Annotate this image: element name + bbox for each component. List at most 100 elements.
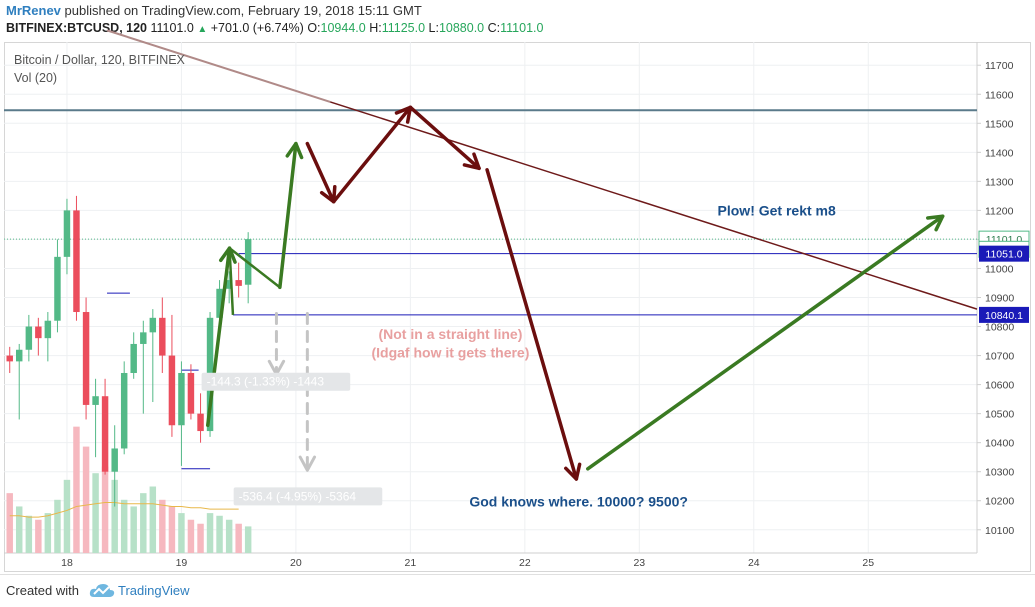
candle-body: [111, 448, 118, 472]
y-tick-label: 11200: [985, 205, 1014, 217]
candle-body: [140, 332, 147, 344]
price-label-box: [979, 306, 1029, 323]
annotation-text: (Not in a straight line): [378, 326, 522, 342]
chart-header: MrRenev published on TradingView.com, Fe…: [0, 0, 1035, 42]
candle-body: [225, 280, 233, 289]
volume-bar: [6, 493, 13, 553]
y-tick-label: 10500: [985, 409, 1014, 421]
candle-body: [15, 349, 23, 362]
drawings: [206, 105, 945, 481]
footer: Created with TradingView: [0, 574, 1035, 607]
up-triangle-icon: ▲: [197, 24, 208, 35]
measure-label: -144.3 (-1.33%) -1443: [207, 375, 325, 389]
projection-arrow-green-head: [285, 141, 304, 160]
projection-arrow-green: [278, 141, 298, 290]
candle-body: [159, 317, 166, 356]
chart-legend-title: Bitcoin / Dollar, 120, BITFINEX: [14, 53, 186, 67]
candle-body: [63, 210, 71, 257]
y-tick-label: 10600: [985, 380, 1014, 392]
annotation-text: God knows where. 10000? 9500?: [469, 493, 688, 509]
chart-frame: [4, 42, 1031, 572]
tradingview-cloud-icon: [89, 584, 115, 597]
volume-bar: [244, 526, 252, 553]
candle-body: [35, 326, 42, 339]
candle-body: [149, 317, 157, 333]
volume-bar: [149, 486, 157, 553]
volume-bar: [111, 479, 118, 553]
volume-bar: [25, 515, 33, 553]
tradingview-brand-link[interactable]: TradingView: [118, 583, 190, 598]
volume-bar: [120, 499, 128, 553]
y-tick-label: 10900: [985, 293, 1014, 305]
x-tick-label: 21: [405, 557, 417, 569]
volume-bar: [197, 523, 204, 553]
volume-bar: [101, 466, 109, 553]
projection-arrow-dark-head: [564, 462, 582, 481]
x-tick-label: 25: [862, 557, 874, 569]
high-value: 11125.0: [381, 21, 426, 35]
volume-bar: [130, 506, 137, 553]
y-tick-label: 10800: [985, 322, 1014, 334]
quote-line: BITFINEX:BTCUSD, 120 11101.0 ▲ +701.0 (+…: [6, 21, 543, 35]
measure-label: -536.4 (-4.95%) -5364: [239, 489, 357, 503]
volume-bars: [6, 426, 252, 553]
volume-bar: [63, 479, 71, 553]
open-value: 10944.0: [320, 21, 366, 35]
volume-bar: [168, 506, 176, 553]
volume-bar: [187, 519, 195, 553]
y-tick-label: 11700: [985, 60, 1014, 72]
candle-body: [54, 256, 61, 321]
volume-bar: [15, 506, 23, 553]
annotation-text: (Idgaf how it gets there): [371, 345, 529, 361]
volume-bar: [235, 523, 242, 553]
last-price: 11101.0: [150, 21, 194, 35]
chart-legend-indicator: Vol (20): [14, 71, 57, 85]
x-tick-label: 20: [290, 557, 302, 569]
candle-body: [92, 396, 99, 405]
candle-body: [101, 396, 109, 472]
candle-body: [6, 355, 13, 362]
y-tick-label: 10400: [985, 438, 1014, 450]
projection-arrow-green: [206, 246, 232, 427]
price-label-box: [979, 245, 1029, 262]
candle-body: [44, 320, 52, 339]
created-with-text: Created with: [6, 583, 79, 598]
projection-arrow-dark: [485, 168, 579, 481]
y-tick-label: 10700: [985, 351, 1014, 363]
volume-ma-line: [9, 501, 239, 518]
projection-arrow-green: [586, 214, 945, 471]
y-tick-label: 10100: [985, 525, 1014, 537]
volume-bar: [35, 519, 42, 553]
trendline-faded: [106, 29, 331, 103]
publish-info: MrRenev published on TradingView.com, Fe…: [6, 3, 422, 18]
volume-bar: [206, 513, 214, 553]
volume-bar: [54, 499, 61, 553]
close-label: C:: [487, 21, 501, 35]
low-label: L:: [428, 21, 439, 35]
low-value: 10880.0: [438, 21, 485, 35]
candles: [6, 195, 252, 507]
y-tick-label: 11400: [985, 147, 1014, 159]
y-tick-label: 11300: [985, 176, 1014, 188]
candle-body: [187, 372, 195, 414]
author-link[interactable]: MrRenev: [6, 3, 61, 18]
volume-bar: [92, 473, 99, 553]
x-tick-label: 18: [61, 557, 73, 569]
grid: [4, 42, 977, 553]
candle-body: [25, 326, 33, 350]
candle-body: [216, 288, 223, 318]
projection-arrow-dark: [408, 105, 481, 171]
candle-body: [130, 343, 137, 373]
volume-bar: [159, 499, 166, 553]
volume-bar: [178, 513, 185, 553]
close-value: 11101.0: [500, 21, 544, 35]
volume-bar: [216, 515, 223, 553]
high-label: H:: [369, 21, 382, 35]
price-change: +701.0 (+6.74%): [210, 21, 304, 35]
candle-body: [168, 355, 176, 426]
y-tick-label: 10300: [985, 467, 1014, 479]
projection-arrow-dark-head: [462, 152, 481, 171]
projection-arrow-green-head: [926, 214, 945, 232]
